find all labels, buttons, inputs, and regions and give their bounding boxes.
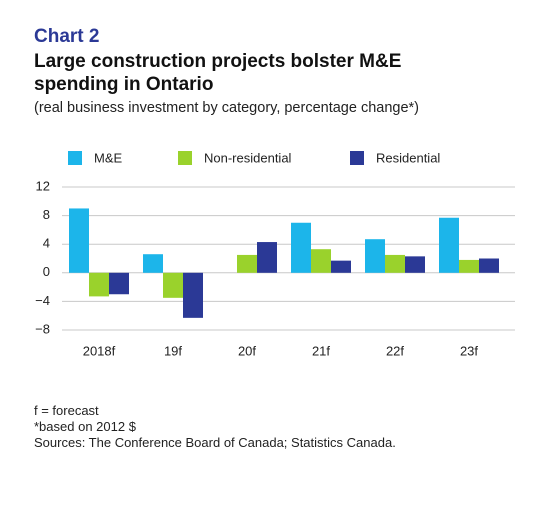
y-tick-label: 12 bbox=[36, 178, 50, 193]
bar bbox=[439, 217, 459, 273]
bar bbox=[365, 239, 385, 273]
bar bbox=[257, 242, 277, 273]
notes: f = forecast *based on 2012 $ Sources: The… bbox=[34, 403, 396, 451]
bar bbox=[109, 272, 129, 295]
bar bbox=[331, 260, 351, 273]
bar bbox=[291, 222, 311, 273]
bar bbox=[89, 272, 109, 297]
bar bbox=[163, 272, 183, 298]
legend-label: Residential bbox=[376, 150, 440, 165]
legend-swatch bbox=[178, 151, 192, 165]
chart-subtitle: (real business investment by category, p… bbox=[34, 100, 420, 116]
note: f = forecast bbox=[34, 403, 99, 418]
note: *based on 2012 $ bbox=[34, 419, 136, 434]
x-tick-label: 21f bbox=[312, 343, 330, 358]
x-tick-label: 19f bbox=[164, 343, 182, 358]
chart: −8 −4 0 4 8 12 M&E Non-residential Residential 20… bbox=[35, 150, 515, 358]
bar bbox=[143, 254, 163, 273]
y-tick-label: −8 bbox=[35, 321, 50, 336]
bar bbox=[69, 208, 89, 273]
y-tick-label: 4 bbox=[43, 236, 50, 251]
bar bbox=[459, 259, 479, 273]
bar bbox=[237, 254, 257, 273]
x-tick-label: 20f bbox=[238, 343, 256, 358]
bar bbox=[479, 258, 499, 273]
legend-swatch bbox=[68, 151, 82, 165]
note: Sources: The Conference Board of Canada;… bbox=[34, 435, 396, 450]
chart-title: Large construction projects bolster M&E … bbox=[34, 51, 402, 95]
bar bbox=[183, 272, 203, 318]
x-tick-label: 2018f bbox=[83, 343, 116, 358]
legend-label: M&E bbox=[94, 150, 123, 165]
bar bbox=[385, 254, 405, 273]
legend-swatch bbox=[350, 151, 364, 165]
x-tick-label: 23f bbox=[460, 343, 478, 358]
legend-label: Non-residential bbox=[204, 150, 292, 165]
bar bbox=[405, 256, 425, 273]
y-tick-label: 8 bbox=[43, 207, 50, 222]
bar bbox=[311, 249, 331, 273]
x-tick-label: 22f bbox=[386, 343, 404, 358]
y-tick-label: 0 bbox=[43, 264, 50, 279]
y-tick-label: −4 bbox=[35, 293, 50, 308]
chart-label: Chart 2 bbox=[34, 26, 100, 47]
